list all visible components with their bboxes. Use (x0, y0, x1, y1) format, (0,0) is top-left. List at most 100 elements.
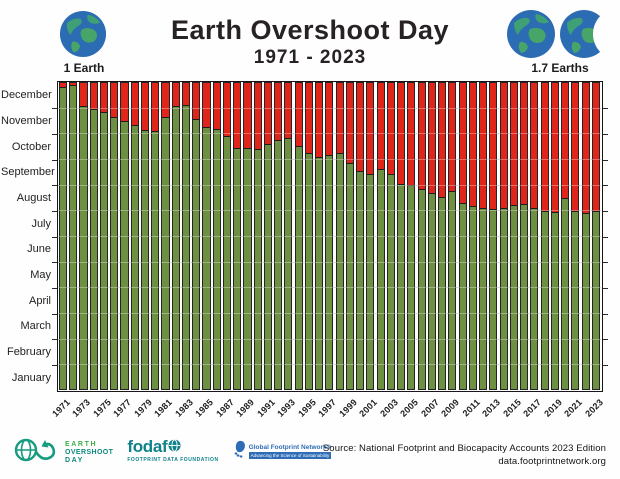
overshoot-segment (387, 83, 394, 174)
axis-tick (603, 210, 608, 212)
gfn-logo-text: Global Footprint Network® Advancing the … (248, 444, 332, 459)
biocapacity-segment (326, 155, 333, 389)
bar-1994 (294, 82, 303, 390)
month-label-april: April (28, 294, 51, 307)
overshoot-segment (346, 83, 353, 164)
overshoot-segment (162, 83, 169, 118)
biocapacity-segment (131, 124, 138, 389)
overshoot-segment (131, 83, 138, 125)
biocapacity-segment (100, 112, 108, 389)
overshoot-segment (244, 83, 251, 149)
bar-1973 (79, 82, 88, 390)
biocapacity-segment (182, 104, 190, 389)
bar-2013 (489, 82, 498, 390)
biocapacity-segment (469, 206, 476, 389)
bar-2006 (417, 82, 426, 390)
biocapacity-segment (449, 191, 456, 389)
bar-1981 (161, 82, 170, 390)
bar-2015 (509, 82, 518, 390)
overshoot-segment (182, 83, 190, 105)
axis-tick (603, 159, 608, 161)
bar-2002 (376, 82, 385, 390)
biocapacity-segment (152, 130, 159, 389)
biocapacity-segment (60, 87, 67, 389)
biocapacity-segment (193, 119, 200, 389)
bar-1992 (274, 82, 283, 390)
month-label-may: May (30, 269, 51, 281)
overshoot-segment (60, 83, 67, 88)
overshoot-segment (449, 83, 456, 192)
page-title: Earth Overshoot Day (170, 15, 450, 45)
source-line1: Source: National Footprint and Biocapaci… (322, 443, 606, 454)
bar-1982 (171, 82, 180, 390)
biocapacity-segment (213, 129, 220, 389)
bar-1996 (315, 82, 324, 390)
bar-1991 (263, 82, 272, 390)
overshoot-segment (326, 83, 333, 156)
bar-2007 (427, 82, 436, 390)
bar-2023 (591, 82, 600, 390)
overshoot-segment (459, 83, 466, 203)
overshoot-segment (152, 83, 159, 131)
biocapacity-segment (295, 145, 302, 389)
biocapacity-segment (408, 185, 415, 389)
overshoot-segment (469, 83, 476, 207)
biocapacity-segment (592, 211, 599, 389)
biocapacity-segment (510, 205, 517, 389)
bar-1987 (222, 82, 232, 390)
axis-tick (603, 364, 608, 366)
biocapacity-segment (111, 116, 118, 389)
bar-2009 (448, 82, 457, 390)
overshoot-segment (285, 83, 292, 139)
bar-2014 (499, 82, 508, 390)
fodafo-tagline: FOOTPRINT DATA FOUNDATION (127, 457, 219, 463)
month-label-december: December (1, 89, 52, 102)
earth-globe-icon (59, 10, 107, 63)
one-earth-label: 1 Earth (63, 61, 105, 75)
biocapacity-segment (80, 106, 87, 389)
axis-tick (52, 287, 57, 289)
biocapacity-segment (234, 147, 241, 389)
overshoot-segment (521, 83, 528, 204)
bar-1983 (181, 82, 191, 390)
bar-1978 (130, 82, 139, 390)
source-attribution: Source: National Footprint and Biocapaci… (323, 442, 606, 468)
bar-2001 (366, 82, 375, 390)
bar-1993 (284, 82, 293, 390)
month-label-september: September (1, 166, 55, 179)
axis-tick (52, 339, 57, 341)
axis-tick (603, 236, 608, 238)
biocapacity-segment (562, 197, 569, 389)
axis-tick (52, 133, 57, 135)
overshoot-segment (295, 83, 302, 146)
eod-logo-text: EARTH OVERSHOOT DAY (65, 441, 113, 464)
axis-tick (52, 262, 57, 264)
fodafo-logo: fodaf FOOTPRINT DATA FOUNDATION (127, 438, 218, 463)
overshoot-segment (418, 83, 425, 190)
overshoot-segment (336, 83, 343, 154)
bar-2010 (458, 82, 467, 390)
biocapacity-segment (428, 192, 435, 389)
biocapacity-segment (121, 120, 128, 389)
biocapacity-segment (305, 153, 312, 389)
gfn-name: Global Footprint Network® (248, 444, 332, 451)
fodafo-globe-o-icon (168, 438, 181, 455)
month-label-january: January (11, 371, 51, 384)
bar-2004 (397, 82, 406, 390)
overshoot-segment (141, 83, 149, 130)
month-label-july: July (31, 217, 51, 230)
source-line2: data.footprintnetwork.org (498, 456, 606, 467)
biocapacity-segment (285, 138, 292, 389)
gfn-footprint-icon (233, 440, 246, 463)
overshoot-segment (377, 83, 384, 170)
axis-tick (603, 185, 608, 187)
biocapacity-segment (551, 212, 558, 389)
overshoot-segment (531, 83, 538, 208)
biocapacity-segment (203, 127, 210, 389)
bar-1998 (335, 82, 344, 390)
eod-logo-line2: OVERSHOOT (65, 449, 114, 456)
overshoot-segment (500, 83, 507, 208)
biocapacity-segment (582, 212, 589, 389)
bar-2000 (356, 82, 365, 390)
